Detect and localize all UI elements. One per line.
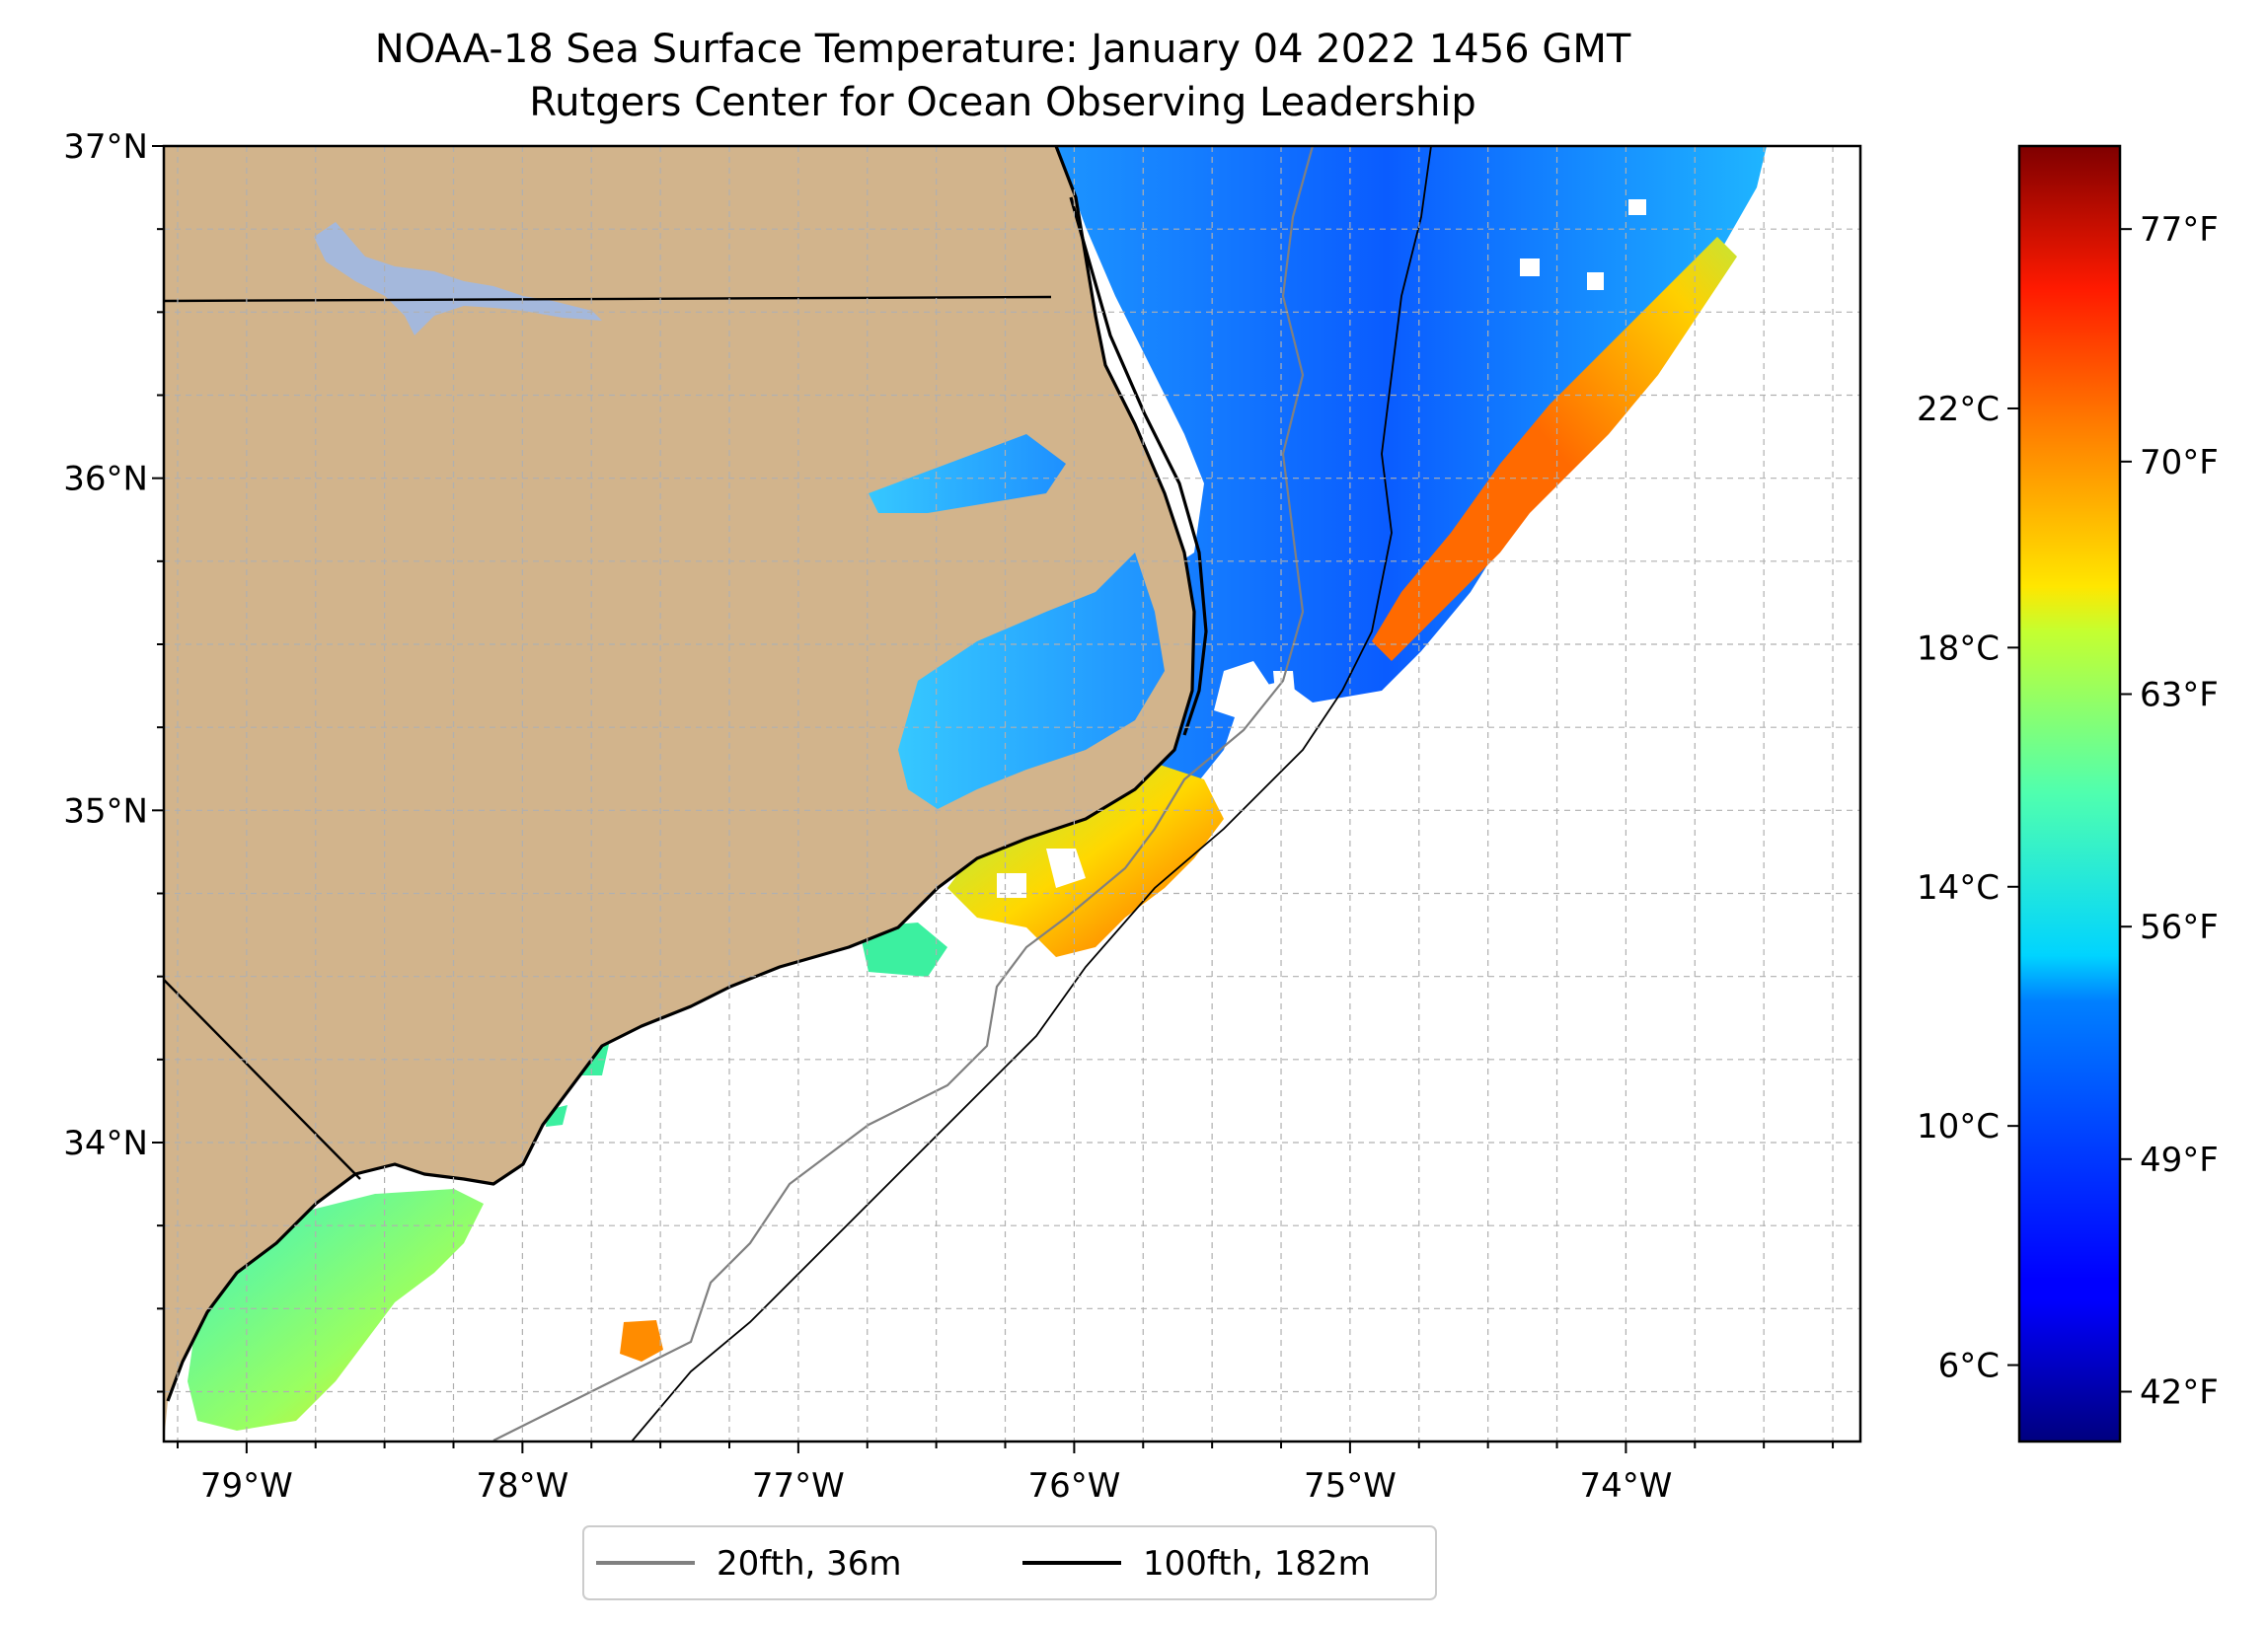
map-title-line2: Rutgers Center for Ocean Observing Leade… [529,80,1476,125]
map-title-line1: NOAA-18 Sea Surface Temperature: January… [375,27,1631,72]
colorbar-celsius-label: 6°C [1938,1347,2000,1386]
colorbar [2017,144,2122,1443]
legend-label-100fth: 100fth, 182m [1143,1544,1371,1584]
sst-gulf-stream [1372,237,1737,661]
longitude-ticks: 79°W 78°W 77°W 76°W 75°W 74°W [176,1441,1835,1506]
colorbar-fahrenheit-label: 49°F [2140,1141,2219,1180]
lon-tick-label: 79°W [200,1466,293,1506]
lon-tick-label: 77°W [752,1466,845,1506]
colorbar-fahrenheit-ticks: 42°F 49°F 56°F 63°F 70°F 77°F [2120,210,2219,1413]
colorbar-celsius-label: 14°C [1917,868,2000,908]
latitude-ticks: 34°N 35°N 36°N 37°N [63,127,164,1393]
lon-tick-label: 76°W [1027,1466,1120,1506]
sst-shelf-water [1007,146,1767,799]
colorbar-fahrenheit-label: 70°F [2140,443,2219,482]
grid-lines [164,146,1860,1441]
lon-tick-label: 78°W [476,1466,568,1506]
pamlico-sound [898,553,1165,809]
isobath-20fth [492,146,1315,1441]
outer-banks [1069,196,1208,736]
colorbar-fahrenheit-label: 56°F [2140,908,2219,947]
state-border-nc-sc [164,979,361,1180]
isobath-legend: 20fth, 36m 100fth, 182m [582,1525,1437,1600]
lat-tick-label: 34°N [63,1124,148,1163]
colorbar-fahrenheit-label: 63°F [2140,676,2219,715]
lon-tick-label: 74°W [1579,1466,1672,1506]
colorbar-fahrenheit-label: 42°F [2140,1373,2219,1413]
isobath-100fth [631,146,1432,1441]
lat-tick-label: 36°N [63,460,148,499]
albemarle-sound [869,434,1066,513]
lon-tick-label: 75°W [1304,1466,1397,1506]
colorbar-celsius-ticks: 6°C 10°C 14°C 18°C 22°C [1917,390,2019,1386]
state-border-va-nc [164,295,1052,303]
colorbar-celsius-label: 18°C [1917,628,2000,668]
lat-tick-label: 37°N [63,127,148,167]
lat-tick-label: 35°N [63,791,148,831]
colorbar-fahrenheit-label: 77°F [2140,210,2219,250]
colorbar-celsius-label: 22°C [1917,390,2000,429]
sst-scattered-pixels [546,923,947,1127]
lake [314,222,602,335]
sst-small-patch [620,1320,663,1362]
legend-label-20fth: 20fth, 36m [717,1544,902,1584]
map-frame [162,144,1862,1443]
map-area [164,146,1860,1441]
colorbar-celsius-label: 10°C [1917,1107,2000,1146]
